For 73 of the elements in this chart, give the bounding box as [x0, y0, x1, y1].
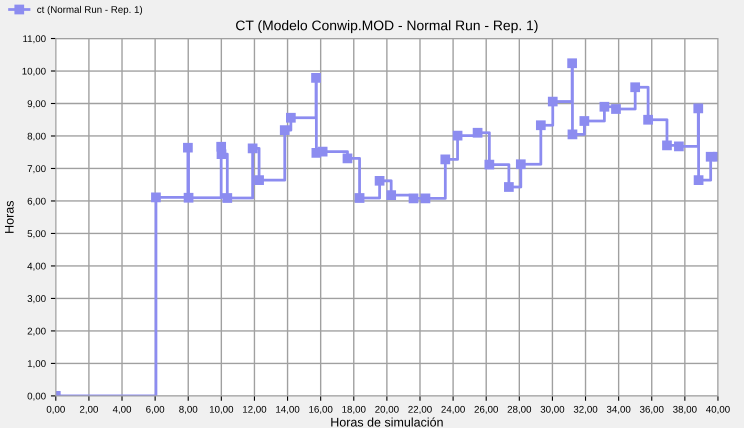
legend-label: ct (Normal Run - Rep. 1) — [37, 6, 142, 15]
x-tick-label: 16,00 — [309, 406, 332, 414]
point — [472, 128, 482, 138]
point — [183, 142, 193, 153]
x-tick-label: 38,00 — [673, 406, 697, 414]
y-tick-label: 6,00 — [28, 198, 46, 206]
point — [504, 182, 514, 192]
point — [151, 192, 161, 202]
point — [548, 96, 558, 106]
x-tick-label: 14,00 — [276, 406, 300, 414]
x-tick-label: 40,00 — [706, 406, 730, 414]
point — [694, 175, 704, 186]
point — [536, 120, 546, 130]
x-tick-label: 20,00 — [375, 406, 399, 414]
point — [643, 114, 653, 125]
x-tick-label: 0,00 — [46, 406, 65, 414]
y-tick-label: 2,00 — [28, 328, 46, 336]
point — [600, 102, 610, 112]
point — [674, 142, 684, 152]
x-tick-label: 30,00 — [540, 406, 564, 414]
x-tick-label: 28,00 — [508, 406, 532, 414]
point — [662, 140, 672, 150]
x-tick-label: 12,00 — [243, 406, 266, 414]
point — [484, 160, 494, 170]
y-axis-title: Horas — [5, 200, 14, 233]
x-tick-label: 22,00 — [408, 406, 432, 414]
x-tick-label: 26,00 — [474, 406, 498, 414]
y-tick-label: 0,00 — [28, 392, 46, 401]
point — [420, 194, 430, 204]
y-tick-label: 5,00 — [28, 230, 46, 238]
point — [567, 58, 577, 68]
point — [342, 154, 352, 164]
y-tick-label: 8,00 — [28, 132, 46, 141]
y-tick-label: 7,00 — [28, 165, 46, 174]
x-axis-title: Horas de simulación — [331, 417, 443, 427]
y-tick-label: 9,00 — [28, 100, 46, 108]
x-tick-label: 36,00 — [640, 406, 664, 414]
y-tick-label: 11,00 — [23, 35, 46, 44]
point — [452, 130, 462, 141]
point — [222, 193, 232, 203]
point — [311, 72, 321, 83]
x-tick-label: 8,00 — [179, 406, 198, 414]
x-tick-label: 4,00 — [112, 406, 132, 414]
point — [280, 125, 290, 135]
x-tick-label: 24,00 — [441, 406, 465, 414]
y-tick-label: 3,00 — [28, 295, 46, 304]
point — [374, 176, 384, 186]
point — [354, 193, 364, 203]
point — [216, 149, 226, 160]
x-tick-label: 6,00 — [146, 406, 164, 414]
point — [318, 146, 328, 156]
point — [286, 112, 296, 123]
y-tick-label: 1,00 — [28, 360, 46, 368]
x-tick-label: 34,00 — [606, 406, 630, 414]
point — [568, 130, 578, 140]
point — [693, 104, 704, 114]
point — [408, 194, 418, 204]
x-tick-label: 2,00 — [80, 406, 98, 414]
point — [254, 175, 264, 186]
point — [248, 143, 258, 154]
y-tick-label: 10,00 — [22, 68, 46, 76]
point — [440, 154, 450, 164]
x-tick-label: 32,00 — [574, 406, 598, 414]
point — [386, 190, 396, 200]
x-tick-label: 18,00 — [342, 406, 366, 414]
chart-title: CT (Modelo Conwip.MOD - Normal Run - Rep. 1) — [236, 20, 538, 34]
y-tick-label: 4,00 — [27, 262, 46, 271]
point — [611, 104, 621, 114]
point — [580, 116, 590, 126]
point — [184, 192, 194, 203]
point — [630, 82, 640, 92]
x-tick-label: 10,00 — [210, 406, 234, 414]
point — [516, 159, 526, 170]
